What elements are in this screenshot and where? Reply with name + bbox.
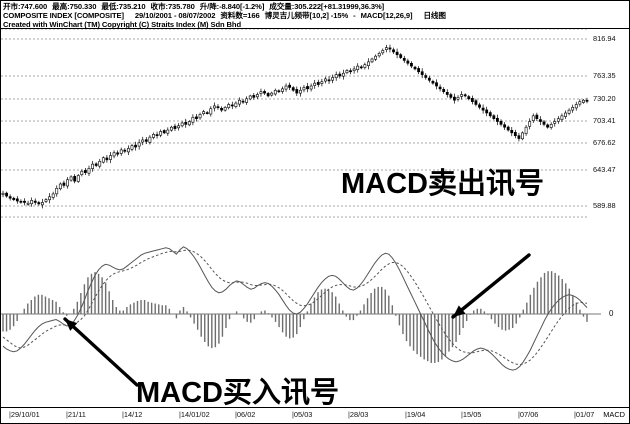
- price-axis-tick: 589.88: [593, 201, 616, 210]
- index-indicator-macd: MACD[12,26,9]: [360, 11, 413, 21]
- chart-header: 开市:747.600 最高:750.330 最低:735.210 收市:735.780…: [1, 1, 629, 30]
- index-indicator-bollinger: 博灵吉儿频带[10,2] -15%: [264, 11, 349, 21]
- volume-label: 成交量:: [269, 2, 295, 11]
- index-period: 日线图: [423, 11, 446, 21]
- chart-plot-area: [1, 29, 629, 423]
- index-symbol: COMPOSITE INDEX [COMPOSITE]: [3, 11, 124, 21]
- price-axis-tick: 816.94: [593, 34, 616, 43]
- close-value: 735.780: [167, 2, 195, 11]
- annotation-macd-buy-signal: MACD买入讯号: [136, 377, 339, 409]
- index-date-range: 29/10/2001 - 08/07/2002: [134, 11, 216, 21]
- x-axis-divider: [1, 407, 629, 408]
- volume-value: 305.222[+81.31999,36.3%]: [294, 2, 385, 11]
- date-axis-tick: |14/12: [122, 410, 143, 419]
- high-label: 最高:: [52, 2, 70, 11]
- index-separator: -: [353, 11, 356, 21]
- quote-line: 开市:747.600 最高:750.330 最低:735.210 收市:735.780…: [1, 1, 629, 11]
- date-axis-tick: |19/04: [405, 410, 426, 419]
- date-axis-tick: |21/11: [66, 410, 86, 419]
- macd-zero-label: 0: [609, 309, 614, 318]
- date-axis-tick: |06/02: [235, 410, 256, 419]
- credit-line: Created with WinChart (TM) Copyright (C)…: [3, 20, 242, 30]
- price-axis-tick: 703.41: [593, 116, 616, 125]
- date-axis-tick: |29/10/01: [9, 410, 40, 419]
- chart-canvas: [1, 29, 601, 387]
- index-bar-count: 资料数=166: [220, 11, 260, 21]
- macd-indicator-tag: MACD: [603, 410, 625, 419]
- price-axis-tick: 763.35: [593, 71, 616, 80]
- change-value: -8.840[-1.2%]: [219, 2, 265, 11]
- macd-line: [2, 246, 588, 371]
- date-axis-tick: |15/05: [461, 410, 482, 419]
- index-line: COMPOSITE INDEX [COMPOSITE] 29/10/2001 - …: [1, 11, 629, 20]
- macd-signal-line: [2, 249, 588, 366]
- date-axis-tick: |07/06: [518, 410, 539, 419]
- header-divider: [1, 28, 629, 29]
- change-label: 升/降:: [199, 2, 220, 11]
- date-axis-tick: |28/03: [348, 410, 369, 419]
- date-axis-tick: |01/07: [574, 410, 595, 419]
- close-label: 收市:: [150, 2, 169, 11]
- date-axis-tick: |14/01/02: [179, 410, 210, 419]
- date-axis-tick: |05/03: [292, 410, 313, 419]
- price-axis-tick: 643.47: [593, 165, 616, 174]
- price-axis-tick: 730.20: [593, 94, 616, 103]
- price-axis-tick: 676.62: [593, 138, 616, 147]
- low-value: 735.210: [118, 2, 146, 11]
- open-value: 747.600: [20, 2, 48, 11]
- high-value: 750.330: [69, 2, 97, 11]
- low-label: 最低:: [101, 2, 119, 11]
- annotation-arrows: [63, 253, 531, 387]
- annotation-macd-sell-signal: MACD卖出讯号: [341, 168, 544, 200]
- grid-lines: [1, 29, 587, 218]
- open-label: 开市:: [3, 2, 21, 11]
- price-candlesticks: [1, 44, 589, 209]
